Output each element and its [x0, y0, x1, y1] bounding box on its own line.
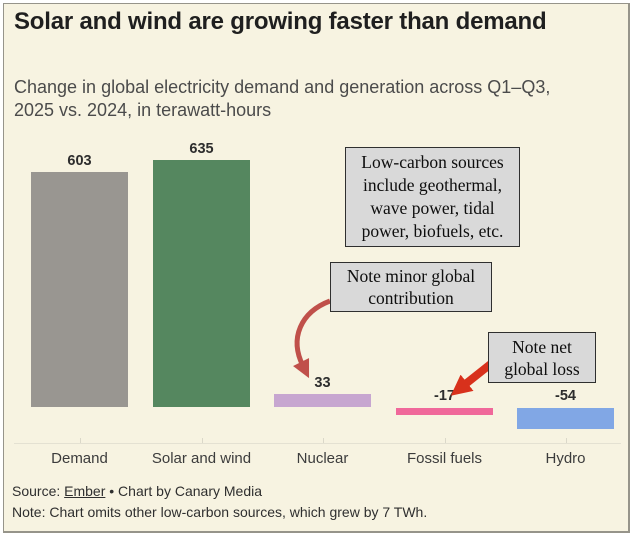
value-label-fossil-fuels: -17 [434, 388, 455, 404]
axis-tick [80, 438, 81, 443]
value-label-solar-and-wind: 635 [189, 141, 214, 157]
annotation-low-carbon: Low-carbon sources include geothermal, w… [345, 147, 520, 247]
category-label-nuclear: Nuclear [296, 450, 349, 467]
category-label-demand: Demand [51, 450, 108, 467]
annotation-line: include geothermal, [363, 175, 502, 195]
annotation-line: Low-carbon sources [361, 152, 504, 172]
axis-tick [202, 438, 203, 443]
footnote: Note: Chart omits other low-carbon sourc… [12, 504, 428, 520]
annotation-line: power, biofuels, etc. [361, 221, 504, 241]
footer: Source: Ember • Chart by Canary Media No… [12, 481, 427, 523]
annotation-line: global loss [504, 358, 580, 379]
value-label-demand: 603 [67, 153, 92, 169]
source-label: Source: [12, 483, 65, 499]
bar-hydro [517, 408, 614, 429]
annotation-line: wave power, tidal [370, 198, 495, 218]
source-credit: • Chart by Canary Media [105, 483, 263, 499]
annotation-line: Note minor global [346, 266, 476, 286]
bar-solar-and-wind [153, 160, 250, 407]
category-label-fossil-fuels: Fossil fuels [406, 450, 483, 467]
source-link[interactable]: Ember [64, 483, 106, 499]
annotation-minor-global: Note minor global contribution [330, 262, 492, 312]
bar-fossil-fuels [396, 408, 493, 415]
x-axis-line [14, 443, 621, 444]
bar-demand [31, 172, 128, 407]
value-label-nuclear: 33 [314, 375, 331, 391]
value-label-hydro: -54 [555, 388, 576, 404]
bar-nuclear [274, 394, 371, 407]
annotation-line: contribution [368, 288, 454, 308]
annotation-net-loss: Note net global loss [488, 332, 596, 383]
category-label-hydro: Hydro [545, 450, 586, 467]
category-label-solar-and-wind: Solar and wind [151, 450, 252, 467]
chart-title: Solar and wind are growing faster than d… [14, 8, 547, 35]
chart-subtitle: Change in global electricity demand and … [14, 77, 551, 120]
axis-tick [445, 438, 446, 443]
axis-tick [323, 438, 324, 443]
source-line: Source: Ember • Chart by Canary Media [12, 481, 427, 502]
axis-tick [566, 438, 567, 443]
annotation-line: Note net [512, 336, 572, 357]
